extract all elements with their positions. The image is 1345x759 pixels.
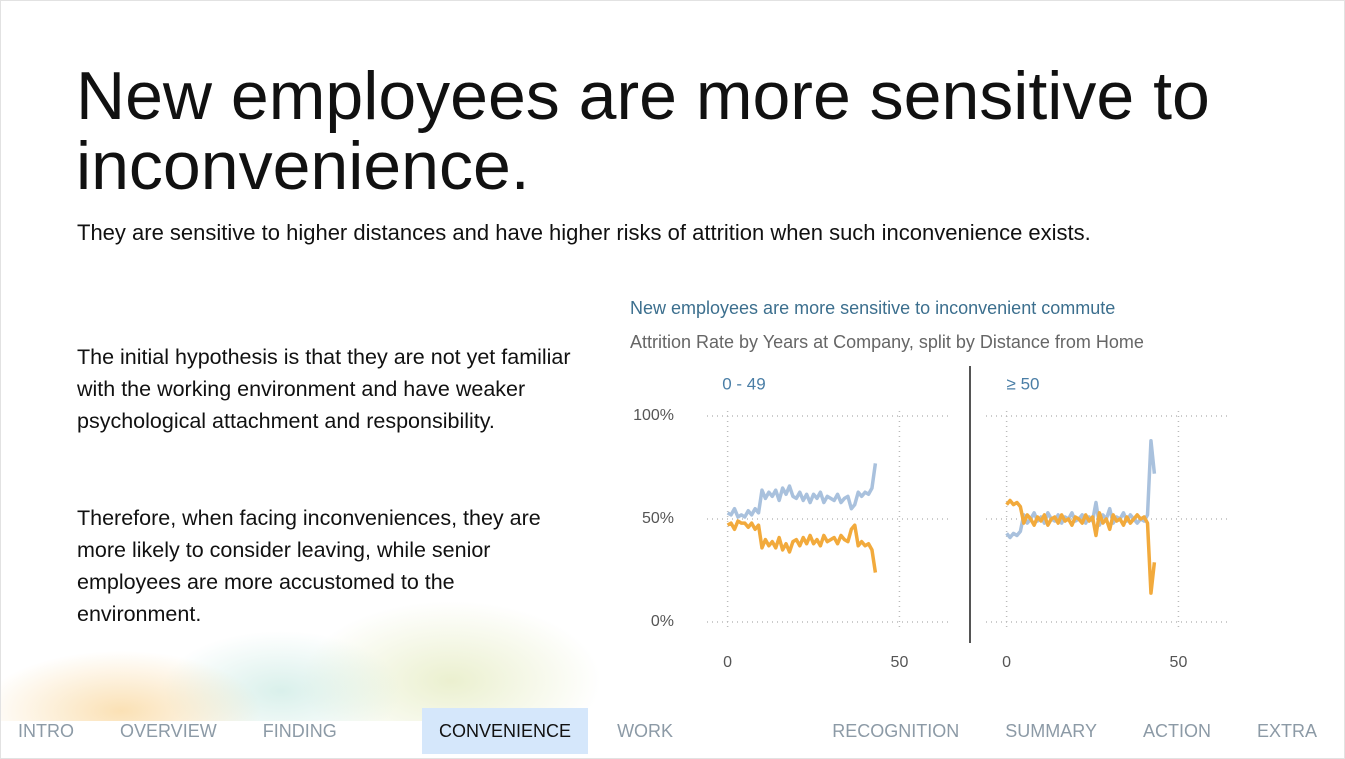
paragraph: The initial hypothesis is that they are … — [77, 345, 571, 433]
nav-tab[interactable]: FINDING RISKS — [262, 721, 337, 741]
subtitle: They are sensitive to higher distances a… — [77, 220, 1091, 245]
y-tick-label: 100% — [633, 407, 674, 424]
nav-bar: INTRO OVERVIEW FINDING RISKS CONVENIENCE WOR… — [1, 708, 1344, 754]
nav-tab[interactable]: WORK ALLOCATION — [617, 721, 674, 741]
chart-subtitle: Attrition Rate by Years at Company, spli… — [630, 332, 1144, 352]
x-tick-label: 50 — [1170, 654, 1188, 671]
series-line — [1005, 498, 1157, 595]
nav-tab[interactable]: OVERVIEW — [120, 721, 217, 741]
x-tick-label: 0 — [1002, 654, 1011, 671]
nav-tab[interactable]: RECOGNITION — [832, 721, 960, 741]
y-tick-label: 0% — [651, 613, 674, 630]
x-tick-label: 0 — [723, 654, 732, 671]
decoration — [1, 601, 651, 721]
series-line — [726, 463, 878, 519]
nav-tab[interactable]: ACTION — [1142, 721, 1211, 741]
series-line — [726, 519, 878, 573]
nav-tab[interactable]: SUMMARY — [1005, 721, 1097, 741]
title: New employees are more sensitive to inco… — [76, 58, 1210, 204]
x-tick-label: 50 — [891, 654, 909, 671]
panel-label: ≥ 50 — [1007, 374, 1040, 393]
nav-tab[interactable]: CONVENIENCE — [422, 708, 589, 754]
panel-label: 0 - 49 — [722, 374, 765, 393]
nav-tab[interactable]: EXTRA — [1256, 721, 1317, 741]
y-tick-label: 50% — [642, 510, 674, 527]
nav-tab[interactable]: INTRO — [18, 721, 74, 741]
chart-title: New employees are more sensitive to inco… — [630, 298, 1115, 318]
paragraph: Therefore, when facing inconveniences, t… — [77, 506, 541, 626]
